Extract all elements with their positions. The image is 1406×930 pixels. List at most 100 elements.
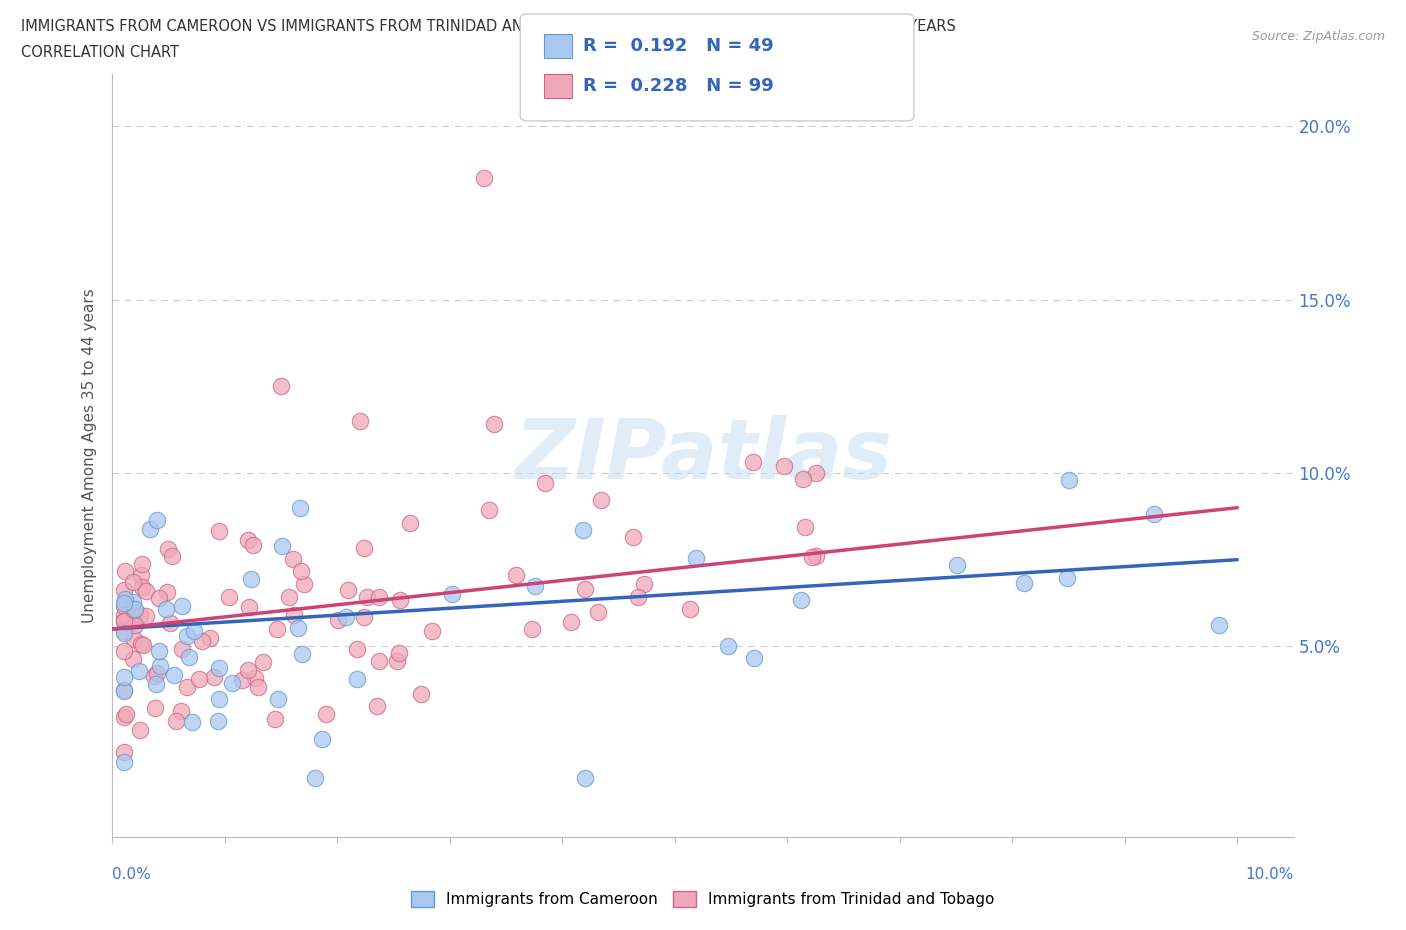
Point xyxy=(271,538,294,553)
Point xyxy=(349,414,371,429)
Point xyxy=(132,637,155,652)
Point xyxy=(772,458,794,473)
Point xyxy=(160,549,183,564)
Point xyxy=(176,680,198,695)
Point xyxy=(283,607,305,622)
Point xyxy=(1056,571,1078,586)
Point xyxy=(170,598,193,613)
Point xyxy=(793,519,815,534)
Point xyxy=(165,713,187,728)
Point xyxy=(246,679,269,694)
Point xyxy=(124,603,146,618)
Point xyxy=(114,707,136,722)
Point xyxy=(114,591,136,606)
Point xyxy=(129,723,152,737)
Point xyxy=(238,663,260,678)
Point xyxy=(148,644,170,658)
Point xyxy=(187,671,209,686)
Point xyxy=(291,646,314,661)
Point xyxy=(112,599,135,614)
Text: CORRELATION CHART: CORRELATION CHART xyxy=(21,45,179,60)
Point xyxy=(742,455,765,470)
Point xyxy=(122,652,145,667)
Point xyxy=(398,516,420,531)
Point xyxy=(411,686,433,701)
Point xyxy=(146,665,169,680)
Point xyxy=(574,581,596,596)
Point xyxy=(148,591,170,605)
Point xyxy=(574,771,596,786)
Point xyxy=(311,732,333,747)
Point xyxy=(112,623,135,638)
Point xyxy=(177,650,200,665)
Point xyxy=(221,675,243,690)
Point xyxy=(367,590,389,604)
Point xyxy=(242,538,264,552)
Point xyxy=(112,582,135,597)
Point xyxy=(505,567,527,582)
Point xyxy=(1208,618,1230,632)
Point xyxy=(236,533,259,548)
Point xyxy=(356,590,378,604)
Point xyxy=(149,658,172,673)
Text: ZIPatlas: ZIPatlas xyxy=(515,415,891,497)
Point xyxy=(290,564,312,578)
Text: R =  0.192   N = 49: R = 0.192 N = 49 xyxy=(583,37,775,55)
Point xyxy=(131,557,153,572)
Point xyxy=(353,610,375,625)
Point xyxy=(717,639,740,654)
Point xyxy=(1057,472,1080,487)
Point xyxy=(129,637,152,652)
Point xyxy=(145,676,167,691)
Point xyxy=(162,668,184,683)
Point xyxy=(156,541,179,556)
Point xyxy=(135,584,157,599)
Point xyxy=(112,744,135,759)
Point xyxy=(266,692,288,707)
Point xyxy=(207,524,229,538)
Point xyxy=(586,604,609,619)
Point xyxy=(129,568,152,583)
Point xyxy=(131,580,153,595)
Point xyxy=(142,669,165,684)
Point xyxy=(472,171,495,186)
Text: 10.0%: 10.0% xyxy=(1246,867,1294,882)
Point xyxy=(124,618,146,632)
Point xyxy=(159,616,181,631)
Text: IMMIGRANTS FROM CAMEROON VS IMMIGRANTS FROM TRINIDAD AND TOBAGO UNEMPLOYMENT AMO: IMMIGRANTS FROM CAMEROON VS IMMIGRANTS F… xyxy=(21,19,956,33)
Point xyxy=(534,475,557,490)
Point xyxy=(155,601,177,616)
Point xyxy=(180,714,202,729)
Point xyxy=(112,644,135,658)
Point xyxy=(389,593,412,608)
Point xyxy=(804,465,827,480)
Point xyxy=(266,621,288,636)
Point xyxy=(143,701,166,716)
Point xyxy=(520,621,543,636)
Point xyxy=(335,610,357,625)
Point xyxy=(277,590,299,604)
Point xyxy=(200,631,222,645)
Text: 0.0%: 0.0% xyxy=(112,867,152,882)
Point xyxy=(208,660,231,675)
Point xyxy=(366,698,388,713)
Point xyxy=(183,623,205,638)
Point xyxy=(112,670,135,684)
Point xyxy=(679,602,702,617)
Point xyxy=(800,549,823,564)
Point xyxy=(790,592,813,607)
Point xyxy=(156,584,179,599)
Point xyxy=(367,653,389,668)
Point xyxy=(523,578,546,593)
Point xyxy=(243,671,266,685)
Point xyxy=(591,492,613,507)
Point xyxy=(112,710,135,724)
Point xyxy=(422,623,444,638)
Point xyxy=(128,663,150,678)
Point xyxy=(112,614,135,629)
Point xyxy=(146,513,169,528)
Text: Source: ZipAtlas.com: Source: ZipAtlas.com xyxy=(1251,30,1385,43)
Point xyxy=(328,612,350,627)
Point xyxy=(290,500,312,515)
Point xyxy=(112,754,135,769)
